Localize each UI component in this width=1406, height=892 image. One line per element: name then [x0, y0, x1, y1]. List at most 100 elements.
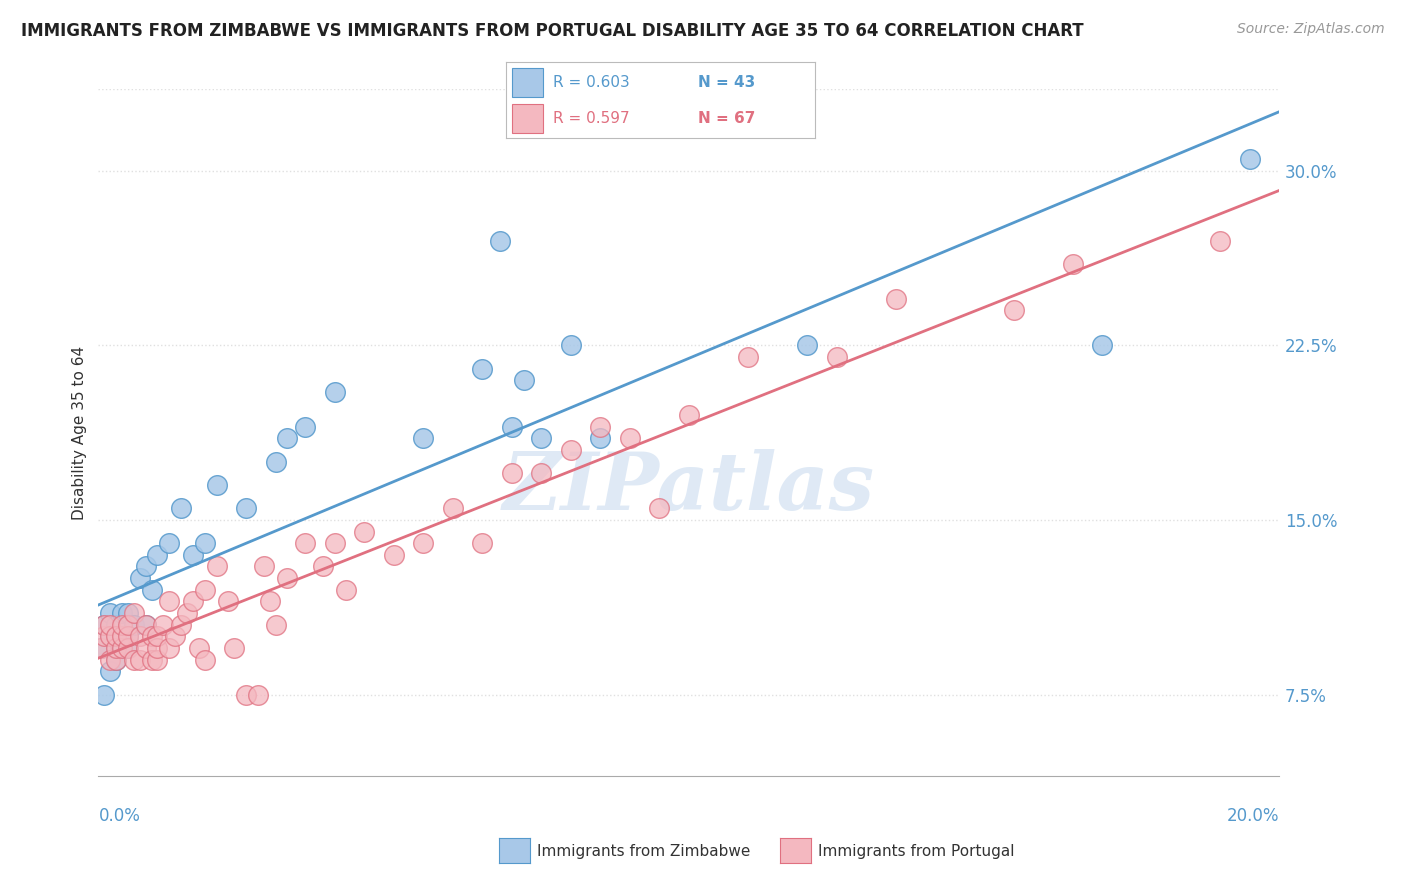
Point: [825, 350, 848, 364]
Point: [141, 652, 163, 666]
Point: [135, 559, 157, 574]
Bar: [512, 104, 543, 133]
Point: [530, 432, 553, 446]
Point: [122, 617, 145, 632]
Y-axis label: Disability Age 35 to 64: Disability Age 35 to 64: [72, 345, 87, 520]
Point: [128, 652, 150, 666]
Point: [111, 640, 134, 655]
Point: [141, 629, 163, 643]
Point: [170, 617, 193, 632]
Point: [471, 361, 494, 376]
Text: ZIPatlas: ZIPatlas: [503, 449, 875, 526]
Point: [560, 338, 582, 352]
Point: [98, 629, 121, 643]
Point: [235, 688, 257, 702]
Point: [105, 640, 128, 655]
Point: [146, 548, 169, 562]
Point: [1002, 303, 1025, 318]
Point: [117, 640, 139, 655]
Point: [98, 629, 121, 643]
Point: [312, 559, 335, 574]
Point: [884, 292, 907, 306]
Point: [117, 617, 139, 632]
Point: [194, 536, 217, 550]
Point: [264, 617, 287, 632]
Point: [501, 467, 523, 481]
Point: [170, 501, 193, 516]
Point: [560, 443, 582, 458]
Point: [98, 665, 121, 679]
Point: [512, 373, 534, 387]
Point: [117, 629, 139, 643]
Point: [90, 640, 112, 655]
Point: [441, 501, 464, 516]
Point: [276, 432, 298, 446]
Point: [335, 582, 357, 597]
Point: [93, 688, 115, 702]
Point: [323, 384, 346, 399]
Point: [98, 606, 121, 620]
Point: [128, 571, 150, 585]
Point: [146, 629, 169, 643]
Text: Source: ZipAtlas.com: Source: ZipAtlas.com: [1237, 22, 1385, 37]
Point: [737, 350, 759, 364]
Point: [412, 432, 434, 446]
Point: [111, 606, 134, 620]
Point: [187, 640, 209, 655]
Point: [412, 536, 434, 550]
Point: [224, 640, 246, 655]
Point: [253, 559, 276, 574]
Text: N = 67: N = 67: [697, 111, 755, 126]
Point: [122, 606, 145, 620]
Point: [165, 629, 187, 643]
Point: [146, 652, 169, 666]
Point: [259, 594, 281, 608]
Point: [135, 617, 157, 632]
Point: [105, 617, 128, 632]
Point: [294, 536, 316, 550]
Point: [294, 419, 316, 434]
Point: [157, 640, 180, 655]
Point: [98, 617, 121, 632]
Point: [648, 501, 671, 516]
Text: 20.0%: 20.0%: [1227, 807, 1279, 825]
Point: [90, 640, 112, 655]
Point: [1239, 152, 1261, 166]
Point: [141, 582, 163, 597]
Text: R = 0.603: R = 0.603: [553, 75, 630, 90]
Point: [146, 640, 169, 655]
Point: [489, 234, 512, 248]
Point: [105, 629, 128, 643]
Point: [117, 629, 139, 643]
Point: [117, 606, 139, 620]
Point: [323, 536, 346, 550]
Point: [152, 617, 174, 632]
Point: [235, 501, 257, 516]
Point: [111, 640, 134, 655]
Point: [1209, 234, 1232, 248]
Point: [111, 629, 134, 643]
Point: [589, 432, 612, 446]
Point: [530, 467, 553, 481]
Point: [111, 617, 134, 632]
Point: [157, 594, 180, 608]
Bar: [512, 68, 543, 96]
Point: [176, 606, 198, 620]
Text: IMMIGRANTS FROM ZIMBABWE VS IMMIGRANTS FROM PORTUGAL DISABILITY AGE 35 TO 64 COR: IMMIGRANTS FROM ZIMBABWE VS IMMIGRANTS F…: [21, 22, 1084, 40]
Point: [217, 594, 239, 608]
Point: [105, 652, 128, 666]
Point: [246, 688, 269, 702]
Point: [122, 652, 145, 666]
Text: Immigrants from Portugal: Immigrants from Portugal: [818, 845, 1015, 859]
Text: N = 43: N = 43: [697, 75, 755, 90]
Point: [353, 524, 375, 539]
Point: [471, 536, 494, 550]
Point: [105, 640, 128, 655]
Point: [1062, 257, 1084, 271]
Point: [105, 652, 128, 666]
Point: [135, 617, 157, 632]
Point: [205, 478, 228, 492]
Point: [135, 640, 157, 655]
Point: [678, 408, 700, 422]
Point: [589, 419, 612, 434]
